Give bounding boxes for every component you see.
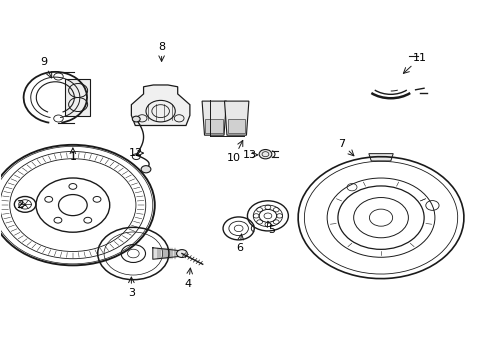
Text: 6: 6 xyxy=(236,243,243,253)
Polygon shape xyxy=(153,248,179,259)
Circle shape xyxy=(132,116,140,122)
Text: 10: 10 xyxy=(226,153,240,163)
Text: 3: 3 xyxy=(128,288,135,298)
Circle shape xyxy=(141,166,151,173)
Polygon shape xyxy=(65,79,90,116)
Circle shape xyxy=(259,149,271,159)
Text: 12: 12 xyxy=(129,148,143,158)
Text: 9: 9 xyxy=(40,57,47,67)
Polygon shape xyxy=(224,101,248,135)
Text: 13: 13 xyxy=(242,150,256,160)
Polygon shape xyxy=(202,101,226,135)
Text: 2: 2 xyxy=(16,200,23,210)
Polygon shape xyxy=(205,119,223,134)
Text: 5: 5 xyxy=(267,225,274,235)
Text: 8: 8 xyxy=(158,42,165,52)
Text: 7: 7 xyxy=(338,139,345,149)
Text: 1: 1 xyxy=(69,152,76,162)
Circle shape xyxy=(176,249,187,257)
Polygon shape xyxy=(227,119,245,134)
Polygon shape xyxy=(131,85,189,126)
Text: 4: 4 xyxy=(184,279,192,289)
Polygon shape xyxy=(368,154,392,161)
Text: 11: 11 xyxy=(412,53,426,63)
